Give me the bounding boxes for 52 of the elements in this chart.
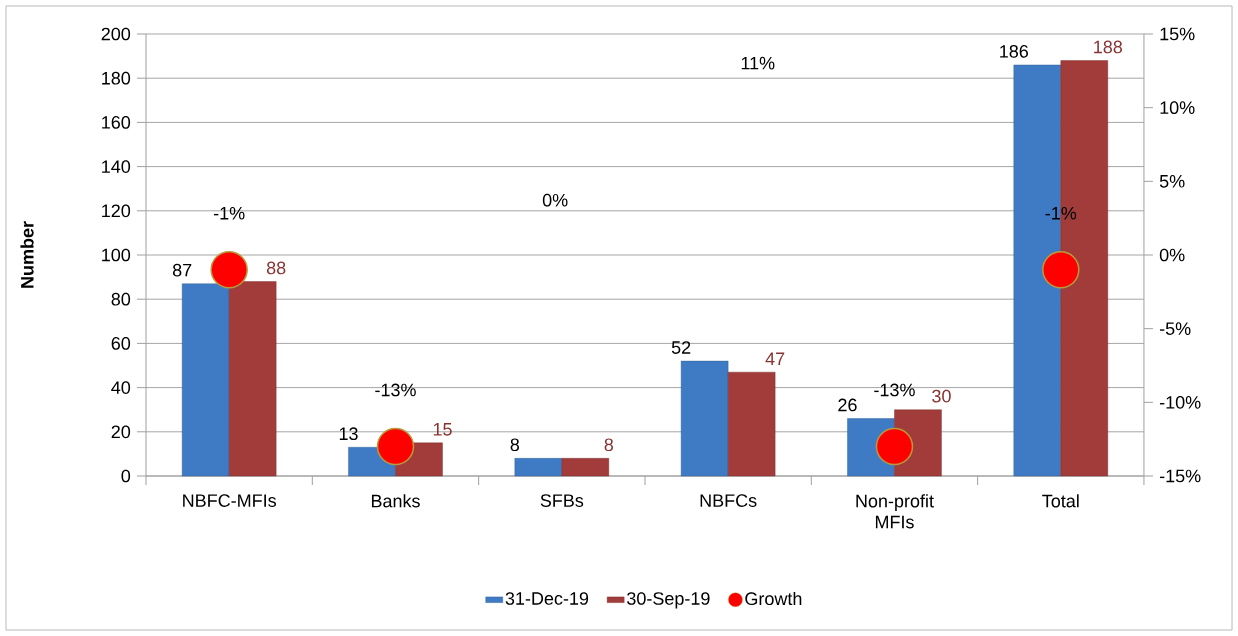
y2-tick-label: 0% <box>1159 248 1185 262</box>
y-tick-label: 20 <box>111 425 131 439</box>
y-tick-label: 200 <box>101 27 131 41</box>
data-label: 8 <box>510 438 520 452</box>
y-tick-label: 40 <box>111 381 131 394</box>
bar <box>680 360 729 477</box>
data-label: 188 <box>1094 40 1123 54</box>
y-tick-label: 80 <box>111 292 131 306</box>
y-tick-label: 100 <box>102 248 131 262</box>
y-tick-label: 160 <box>102 116 131 129</box>
data-label: 8 <box>604 438 614 452</box>
y2-tick-label: 5% <box>1159 175 1185 188</box>
data-label: 13 <box>339 427 358 441</box>
bar <box>561 458 610 477</box>
x-tick-label: Banks <box>371 494 420 508</box>
data-label: 30 <box>932 389 951 403</box>
y-tick-label: 180 <box>102 71 131 85</box>
data-label: -1% <box>213 206 245 220</box>
y2-tick-label: -5% <box>1159 322 1191 335</box>
y-tick-label: 140 <box>102 160 131 173</box>
y2-tick-label: -10% <box>1159 395 1201 409</box>
data-label: 26 <box>838 398 857 412</box>
x-tick-label: SFBs <box>540 494 584 507</box>
x-tick-label: NBFC-MFIs <box>183 494 276 507</box>
bar <box>727 371 776 477</box>
y-tick-label: 60 <box>111 337 131 350</box>
y-tick-label: 120 <box>102 204 131 218</box>
annotation: 11% <box>741 56 775 70</box>
y2-tick-label: 10% <box>1160 101 1195 115</box>
data-label: 47 <box>765 352 785 365</box>
x-tick-label: Non-profit MFIs <box>856 494 934 529</box>
data-label: 87 <box>172 263 192 277</box>
y2-tick-label: 15% <box>1160 27 1195 41</box>
legend-label: 30-Sep-19 <box>627 592 710 609</box>
legend-label: 31-Dec-19 <box>505 592 589 605</box>
data-label: -1% <box>1045 206 1077 220</box>
data-label: -13% <box>874 383 915 397</box>
legend-label: Growth <box>745 591 802 606</box>
data-label: 15 <box>433 423 452 436</box>
bar <box>181 283 230 477</box>
data-label: 88 <box>266 261 286 275</box>
y2-tick-label: -15% <box>1159 469 1201 483</box>
annotation: 0% <box>542 193 568 207</box>
y-axis-title: Number <box>20 221 34 288</box>
x-tick-label: NBFCs <box>700 494 757 507</box>
x-tick-label: Total <box>1042 494 1079 508</box>
bar <box>228 281 277 477</box>
bar <box>514 458 563 477</box>
data-label: 186 <box>1000 45 1028 58</box>
y-tick-label: 0 <box>121 469 131 483</box>
data-label: -13% <box>375 383 416 397</box>
data-label: 52 <box>671 341 691 354</box>
